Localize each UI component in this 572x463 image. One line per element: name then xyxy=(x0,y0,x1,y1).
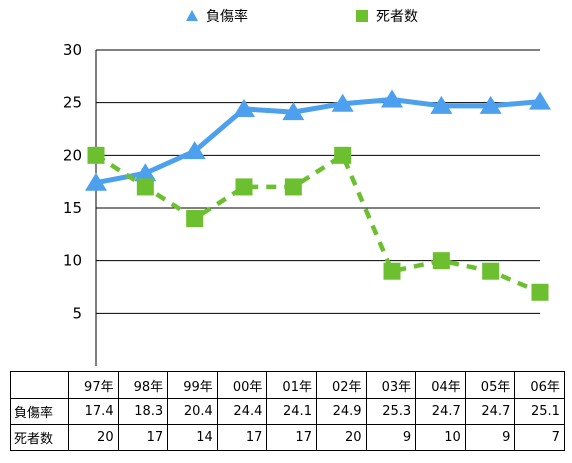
table-value-cell: 24.7 xyxy=(464,398,516,425)
data-point-marker xyxy=(134,163,157,182)
table-row: 死者数 20 17 14 17 17 20 9 10 9 7 xyxy=(10,424,565,451)
data-point-marker xyxy=(479,95,502,114)
table-value-cell: 24.1 xyxy=(266,398,317,425)
data-point-marker xyxy=(186,210,204,228)
legend: 負傷率 死者数 xyxy=(186,8,418,25)
table-header-cell: 00年 xyxy=(216,371,268,399)
table-value-cell: 10 xyxy=(415,424,466,451)
table-value-cell: 9 xyxy=(365,424,417,451)
table-value-cell: 18.3 xyxy=(117,398,169,425)
y-tick-label: 5 xyxy=(72,304,82,322)
data-point-marker xyxy=(235,178,253,196)
data-point-marker xyxy=(233,98,255,117)
table-row: 負傷率 17.4 18.3 20.4 24.4 24.1 24.9 25.3 24.7 24.7 2… xyxy=(10,398,565,425)
table-value-cell: 14 xyxy=(167,424,218,451)
table-header-cell: 02年 xyxy=(315,371,367,399)
table-header-cell: 06年 xyxy=(514,371,565,399)
series-line-1 xyxy=(94,153,541,295)
data-point-marker xyxy=(432,252,450,270)
table-value-cell: 24.9 xyxy=(315,398,367,425)
table-value-cell: 25.1 xyxy=(514,398,565,425)
data-point-marker xyxy=(282,102,305,121)
data-point-marker xyxy=(531,283,549,301)
legend-marker xyxy=(356,10,368,22)
series-markers xyxy=(85,89,551,301)
table-value-cell: 7 xyxy=(514,424,565,451)
y-axis-ticks: 5 10 15 20 25 30 xyxy=(63,41,82,322)
line-chart: 負傷率 死者数 5 10 15 20 25 30 xyxy=(63,8,551,366)
y-tick-label: 30 xyxy=(63,41,82,59)
table-value-cell: 24.4 xyxy=(216,398,268,425)
data-point-marker xyxy=(381,89,403,108)
y-tick-label: 20 xyxy=(63,146,82,164)
data-point-marker xyxy=(383,262,401,280)
table-value-cell: 9 xyxy=(464,424,516,451)
data-point-marker xyxy=(136,178,154,196)
table-value-cell: 20.4 xyxy=(167,398,218,425)
table-header-cell: 05年 xyxy=(464,371,516,399)
table-value-cell: 17.4 xyxy=(68,398,119,425)
table-value-cell: 20 xyxy=(315,424,367,451)
data-point-marker xyxy=(331,93,354,112)
data-point-marker xyxy=(482,262,500,280)
data-point-marker xyxy=(87,146,105,164)
legend-label: 死者数 xyxy=(376,9,418,25)
table-value-cell: 20 xyxy=(68,424,119,451)
y-tick-label: 10 xyxy=(63,252,82,270)
data-point-marker xyxy=(284,178,302,196)
table-header-cell: 99年 xyxy=(167,371,218,399)
table-corner-cell xyxy=(10,371,69,399)
table-row-label: 負傷率 xyxy=(10,398,69,425)
data-point-marker xyxy=(430,95,453,114)
table-header-cell: 97年 xyxy=(68,371,119,399)
table-header-cell: 04年 xyxy=(415,371,466,399)
table-value-cell: 24.7 xyxy=(415,398,466,425)
grid-lines xyxy=(95,49,540,366)
series-lines xyxy=(94,97,541,295)
table-header-cell: 01年 xyxy=(266,371,317,399)
data-point-marker xyxy=(529,91,551,110)
table-header-cell: 98年 xyxy=(117,371,169,399)
data-point-marker xyxy=(334,146,352,164)
data-table: 97年 98年 99年 00年 01年 02年 03年 04年 05年 06年 負傷率 17.4 18.… xyxy=(10,371,565,451)
y-tick-label: 25 xyxy=(63,94,82,112)
y-tick-label: 15 xyxy=(63,199,82,217)
table-value-cell: 25.3 xyxy=(365,398,417,425)
legend-label: 負傷率 xyxy=(206,8,248,25)
table-value-cell: 17 xyxy=(266,424,317,451)
table-row-label: 死者数 xyxy=(10,424,69,451)
table-value-cell: 17 xyxy=(117,424,169,451)
series-line-0 xyxy=(95,97,541,186)
table-value-cell: 17 xyxy=(216,424,268,451)
table-header-cell: 03年 xyxy=(365,371,417,399)
table-header-row: 97年 98年 99年 00年 01年 02年 03年 04年 05年 06年 xyxy=(10,371,565,399)
legend-marker xyxy=(186,10,198,21)
data-point-marker xyxy=(85,172,107,191)
data-point-marker xyxy=(183,141,206,160)
